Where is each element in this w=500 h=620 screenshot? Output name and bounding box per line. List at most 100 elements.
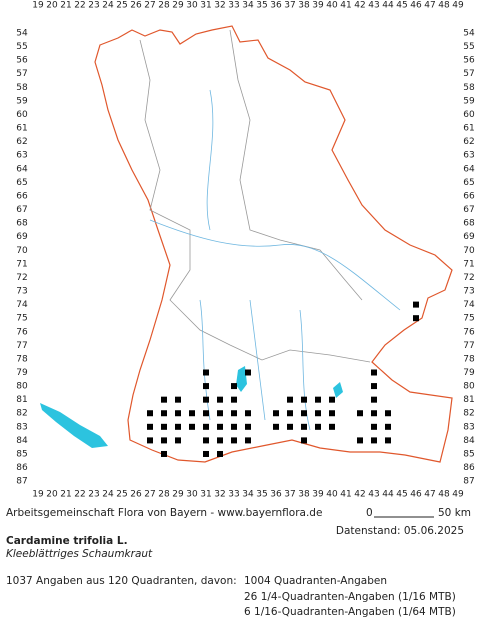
occurrence: [175, 396, 181, 403]
occurrence: [161, 450, 167, 457]
column-label: 39: [312, 490, 324, 500]
column-label: 29: [172, 1, 184, 11]
scale-end: 50 km: [438, 507, 471, 519]
occurrence: [217, 437, 223, 444]
occurrence: [245, 423, 251, 430]
occurrence: [189, 423, 195, 430]
row-label: 71: [16, 259, 27, 269]
occurrence: [203, 410, 209, 417]
occurrence: [161, 437, 167, 444]
occurrence: [161, 396, 167, 403]
row-label: 59: [16, 96, 28, 106]
column-label: 40: [326, 1, 338, 11]
occurrence: [231, 410, 237, 417]
column-label: 44: [382, 490, 394, 500]
row-label: 66: [463, 191, 475, 201]
column-label: 46: [410, 1, 422, 11]
occurrence: [371, 383, 377, 390]
occurrence: [371, 396, 377, 403]
column-label: 22: [74, 1, 85, 11]
row-label: 83: [16, 422, 27, 432]
row-label: 77: [16, 341, 27, 351]
row-label: 85: [16, 449, 27, 459]
lake: [333, 382, 343, 398]
row-label: 54: [463, 29, 475, 39]
row-label: 66: [16, 191, 28, 201]
occurrence: [273, 423, 279, 430]
row-label: 59: [463, 96, 475, 106]
summary: 1037 Angaben aus 120 Quadranten, davon:: [6, 575, 237, 587]
scale-start: 0: [366, 507, 373, 519]
occurrence: [287, 410, 293, 417]
column-label: 30: [186, 490, 198, 500]
column-label: 22: [74, 490, 85, 500]
row-label: 84: [16, 436, 28, 446]
occurrence: [203, 450, 209, 457]
row-label: 65: [16, 178, 27, 188]
occurrence: [217, 450, 223, 457]
row-label: 79: [463, 368, 475, 378]
lake: [236, 366, 247, 392]
column-label: 21: [60, 490, 71, 500]
occurrence: [329, 396, 335, 403]
occurrence: [413, 315, 419, 322]
column-label: 42: [354, 1, 365, 11]
column-label: 32: [214, 1, 225, 11]
occurrence: [315, 410, 321, 417]
row-label: 77: [463, 341, 474, 351]
detail: 6 1/16-Quadranten-Angaben (1/64 MTB): [244, 606, 456, 618]
column-label: 31: [200, 490, 211, 500]
occurrence: [217, 410, 223, 417]
credit: Arbeitsgemeinschaft Flora von Bayern - w…: [6, 507, 322, 519]
occurrence: [203, 437, 209, 444]
row-label: 79: [16, 368, 28, 378]
column-label: 26: [130, 1, 142, 11]
column-label: 30: [186, 1, 198, 11]
occurrence: [245, 410, 251, 417]
row-label: 62: [463, 137, 474, 147]
column-label: 24: [102, 1, 114, 11]
row-label: 82: [16, 409, 27, 419]
region-border: [229, 29, 363, 301]
row-label: 67: [16, 205, 27, 215]
column-label: 43: [368, 1, 379, 11]
common-name: Kleeblättriges Schaumkraut: [6, 548, 153, 560]
column-label: 20: [46, 1, 58, 11]
row-label: 69: [463, 232, 475, 242]
occurrence: [217, 396, 223, 403]
column-label: 33: [228, 490, 239, 500]
column-label: 49: [452, 490, 464, 500]
occurrence: [175, 410, 181, 417]
row-label: 55: [463, 42, 474, 52]
region-border: [139, 39, 371, 363]
occurrence: [301, 396, 307, 403]
occurrence: [147, 423, 153, 430]
occurrence: [413, 301, 419, 308]
detail: 26 1/4-Quadranten-Angaben (1/16 MTB): [244, 591, 456, 603]
row-label: 84: [463, 436, 475, 446]
row-label: 75: [463, 314, 474, 324]
occurrence: [203, 369, 209, 376]
occurrence: [147, 437, 153, 444]
column-label: 31: [200, 1, 211, 11]
row-label: 86: [16, 463, 28, 473]
state-border: [94, 25, 453, 463]
column-label: 19: [32, 1, 44, 11]
occurrence: [315, 423, 321, 430]
column-label: 33: [228, 1, 239, 11]
row-label: 82: [463, 409, 474, 419]
column-label: 47: [424, 490, 435, 500]
row-label: 70: [16, 246, 28, 256]
row-label: 63: [463, 151, 474, 161]
occurrence: [231, 423, 237, 430]
occurrence: [301, 437, 307, 444]
row-label: 61: [16, 124, 27, 134]
column-label: 28: [158, 490, 170, 500]
row-label: 71: [463, 259, 474, 269]
column-label: 42: [354, 490, 365, 500]
column-label: 34: [242, 1, 254, 11]
column-label: 37: [284, 1, 295, 11]
species: Cardamine trifolia L.: [6, 535, 128, 547]
row-label: 76: [463, 327, 475, 337]
